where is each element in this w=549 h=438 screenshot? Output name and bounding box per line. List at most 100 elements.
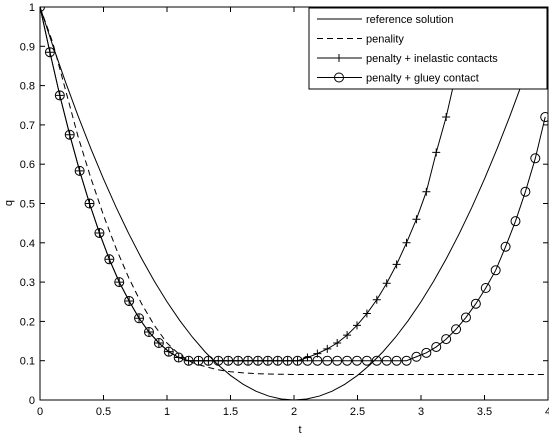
x-tick-label: 1.5 [223,406,238,418]
x-tick-label: 0 [37,406,43,418]
data-point [272,355,283,366]
data-point [44,47,55,58]
legend-marker [335,54,343,62]
data-point [411,351,422,362]
data-point [292,355,303,366]
series-line [40,7,548,375]
data-point [143,327,154,338]
data-point [421,347,432,358]
y-tick-label: 0 [29,395,35,407]
x-tick-label: 1 [164,406,170,418]
legend-box [308,7,548,90]
legend: reference solution penality penalty + inel… [308,7,548,90]
data-point [243,355,254,366]
data-point [173,352,184,363]
data-point [490,265,501,276]
data-point [402,238,411,247]
data-point [460,312,471,323]
data-point [84,198,95,209]
data-point [104,254,115,265]
data-point [213,355,224,366]
data-point [74,165,85,176]
data-point [223,355,234,366]
data-point [401,355,412,366]
y-tick-label: 0.2 [20,316,35,328]
legend-entry: penalty + gluey contact [317,72,479,85]
data-point [441,334,452,345]
data-point [332,355,343,366]
data-point [322,355,333,366]
data-point [282,355,293,366]
data-point [312,355,323,366]
data-point [372,295,381,304]
data-point [351,355,362,366]
data-point [371,355,382,366]
data-point [391,355,402,366]
x-tick-label: 0.5 [96,406,111,418]
series-0 [40,7,548,400]
series-layer [40,7,548,400]
data-point [422,187,431,196]
legend-entry: reference solution [317,14,453,26]
data-point [333,339,342,348]
data-point [302,355,313,366]
data-point [323,344,332,353]
legend-entry: penality [317,34,404,46]
data-point [540,112,548,123]
y-tick-label: 0.9 [20,41,35,53]
data-point [153,338,164,349]
y-tick-label: 0.3 [20,277,35,289]
data-point [252,355,263,366]
data-point [520,186,531,197]
tick-layer: 0 0.5 1 1.5 2 2.5 3 3.5 4 0 0.1 0.2 0.3 0.4 0.5 0.6 0.7 0… [20,2,549,418]
data-point [392,260,401,269]
y-tick-label: 0.4 [20,238,35,250]
x-tick-label: 2.5 [350,406,365,418]
data-point [442,113,451,122]
series-line [40,7,548,400]
series-3 [40,7,548,366]
data-point [412,215,421,224]
data-point [352,321,361,330]
data-point [500,241,511,252]
y-tick-label: 0.1 [20,356,35,368]
data-point [451,324,462,335]
data-point [183,355,194,366]
data-point [382,279,391,288]
data-point [233,355,244,366]
data-point [163,346,174,357]
data-point [343,331,352,340]
data-point [203,355,214,366]
legend-entry: penalty + inelastic contacts [317,53,498,65]
legend-label: penalty + gluey contact [366,73,479,85]
data-point [362,309,371,318]
legend-label: reference solution [366,14,453,26]
data-point [193,355,204,366]
x-tick-label: 3.5 [477,406,492,418]
data-point [64,129,75,140]
y-tick-label: 0.8 [20,81,35,93]
legend-label: penalty + inelastic contacts [366,53,498,65]
data-point [54,90,65,101]
data-point [262,355,273,366]
legend-marker [334,72,344,83]
data-point [114,277,125,288]
data-point [361,355,372,366]
y-tick-label: 0.5 [20,199,35,211]
x-axis-label: t [298,424,301,436]
x-tick-label: 4 [545,406,549,418]
y-tick-label: 0.6 [20,159,35,171]
data-point [432,148,441,157]
y-tick-label: 0.7 [20,120,35,132]
x-tick-label: 3 [418,406,424,418]
x-tick-label: 2 [291,406,297,418]
data-point [124,295,135,306]
legend-label: penality [366,34,404,46]
series-1 [40,7,548,375]
y-axis-label: q [3,200,15,206]
data-point [431,341,442,352]
data-point [530,153,541,164]
data-point [470,298,481,309]
data-point [342,355,353,366]
